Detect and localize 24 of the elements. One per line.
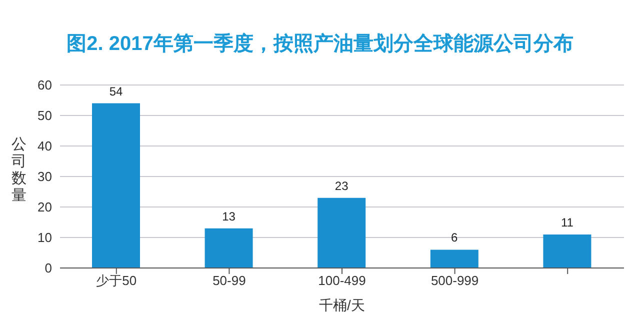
y-tick-label: 40 [38, 138, 52, 154]
chart-title: 图2. 2017年第一季度，按照产油量划分全球能源公司分布 [66, 32, 574, 57]
y-tick-label: 10 [38, 230, 52, 246]
y-tick-label: 60 [38, 78, 52, 93]
data-label: 6 [451, 230, 458, 245]
y-tick-label: 50 [38, 108, 52, 124]
x-axis-title: 千桶/天 [319, 297, 365, 313]
x-tick-label: 少于50 [96, 273, 137, 288]
y-tick-label: 30 [38, 169, 52, 184]
data-label: 23 [334, 178, 349, 193]
bar [543, 234, 592, 268]
data-label: 11 [560, 215, 574, 230]
x-tick-label: 100-499 [318, 273, 366, 288]
data-label: 54 [109, 84, 123, 98]
y-tick-label: 20 [38, 200, 52, 215]
bar [318, 198, 366, 268]
y-axis-title: 公司数量 [10, 136, 28, 204]
bar [204, 228, 253, 268]
data-label: 13 [222, 209, 236, 224]
x-tick-label: 500-999 [430, 273, 479, 288]
bar [92, 103, 140, 268]
x-tick-label: 50-99 [212, 273, 246, 288]
y-tick-label: 0 [44, 260, 52, 276]
bar [430, 250, 478, 268]
